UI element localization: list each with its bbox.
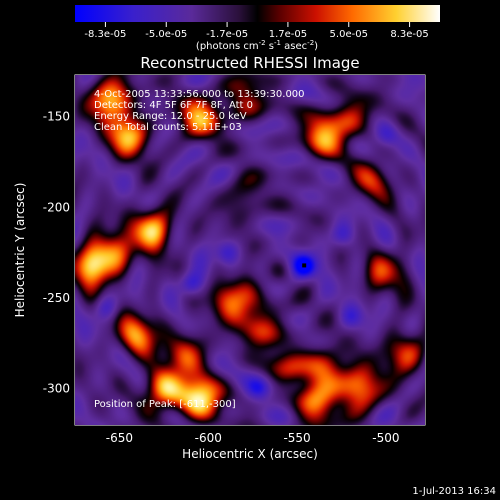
colorbar-tick xyxy=(226,22,228,27)
colorbar-unit-exp1: -2 xyxy=(259,39,266,47)
x-tick-label: -600 xyxy=(195,431,222,445)
colorbar-unit-part: (photons cm xyxy=(196,41,259,52)
colorbar-tick xyxy=(104,22,106,27)
colorbar-tick-label: 5.0e-05 xyxy=(330,29,368,40)
colorbar-tick xyxy=(348,22,350,27)
footer-timestamp: 1-Jul-2013 16:34 xyxy=(412,486,496,497)
colorbar-tick xyxy=(409,22,411,27)
colorbar-unit-exp3: -2 xyxy=(307,39,314,47)
colorbar-unit-exp2: -1 xyxy=(274,39,281,47)
chart-title: Reconstructed RHESSI Image xyxy=(140,54,359,72)
y-tick-label: -200 xyxy=(43,200,70,214)
y-tick-label: -300 xyxy=(43,382,70,396)
colorbar-tick xyxy=(165,22,167,27)
x-tick-label: -650 xyxy=(106,431,133,445)
colorbar-unit-mid: s xyxy=(266,41,274,52)
colorbar-unit-label: (photons cm-2 s-1 asec-2) xyxy=(196,39,318,52)
colorbar-tick-label: 8.3e-05 xyxy=(390,29,428,40)
y-tick-label: -250 xyxy=(43,291,70,305)
colorbar-unit-mid2: asec xyxy=(281,41,307,52)
colorbar-tick xyxy=(287,22,289,27)
x-axis-label: Heliocentric X (arcsec) xyxy=(182,447,318,461)
x-tick-label: -550 xyxy=(283,431,310,445)
colorbar-tick-label: -1.7e-05 xyxy=(206,29,248,40)
heatmap-image xyxy=(75,75,425,425)
y-axis-label: Heliocentric Y (arcsec) xyxy=(13,183,27,318)
x-tick-label: -500 xyxy=(372,431,399,445)
colorbar-tick-label: -5.0e-05 xyxy=(145,29,187,40)
colorbar-tick-label: 1.7e-05 xyxy=(269,29,307,40)
y-tick-label: -150 xyxy=(43,110,70,124)
colorbar-ticks: -8.3e-05 -5.0e-05 -1.7e-05 1.7e-05 5.0e-05 8.… xyxy=(84,22,429,40)
colorbar-unit-end: ) xyxy=(314,41,318,52)
colorbar-tick-label: -8.3e-05 xyxy=(84,29,126,40)
colorbar xyxy=(75,5,440,22)
